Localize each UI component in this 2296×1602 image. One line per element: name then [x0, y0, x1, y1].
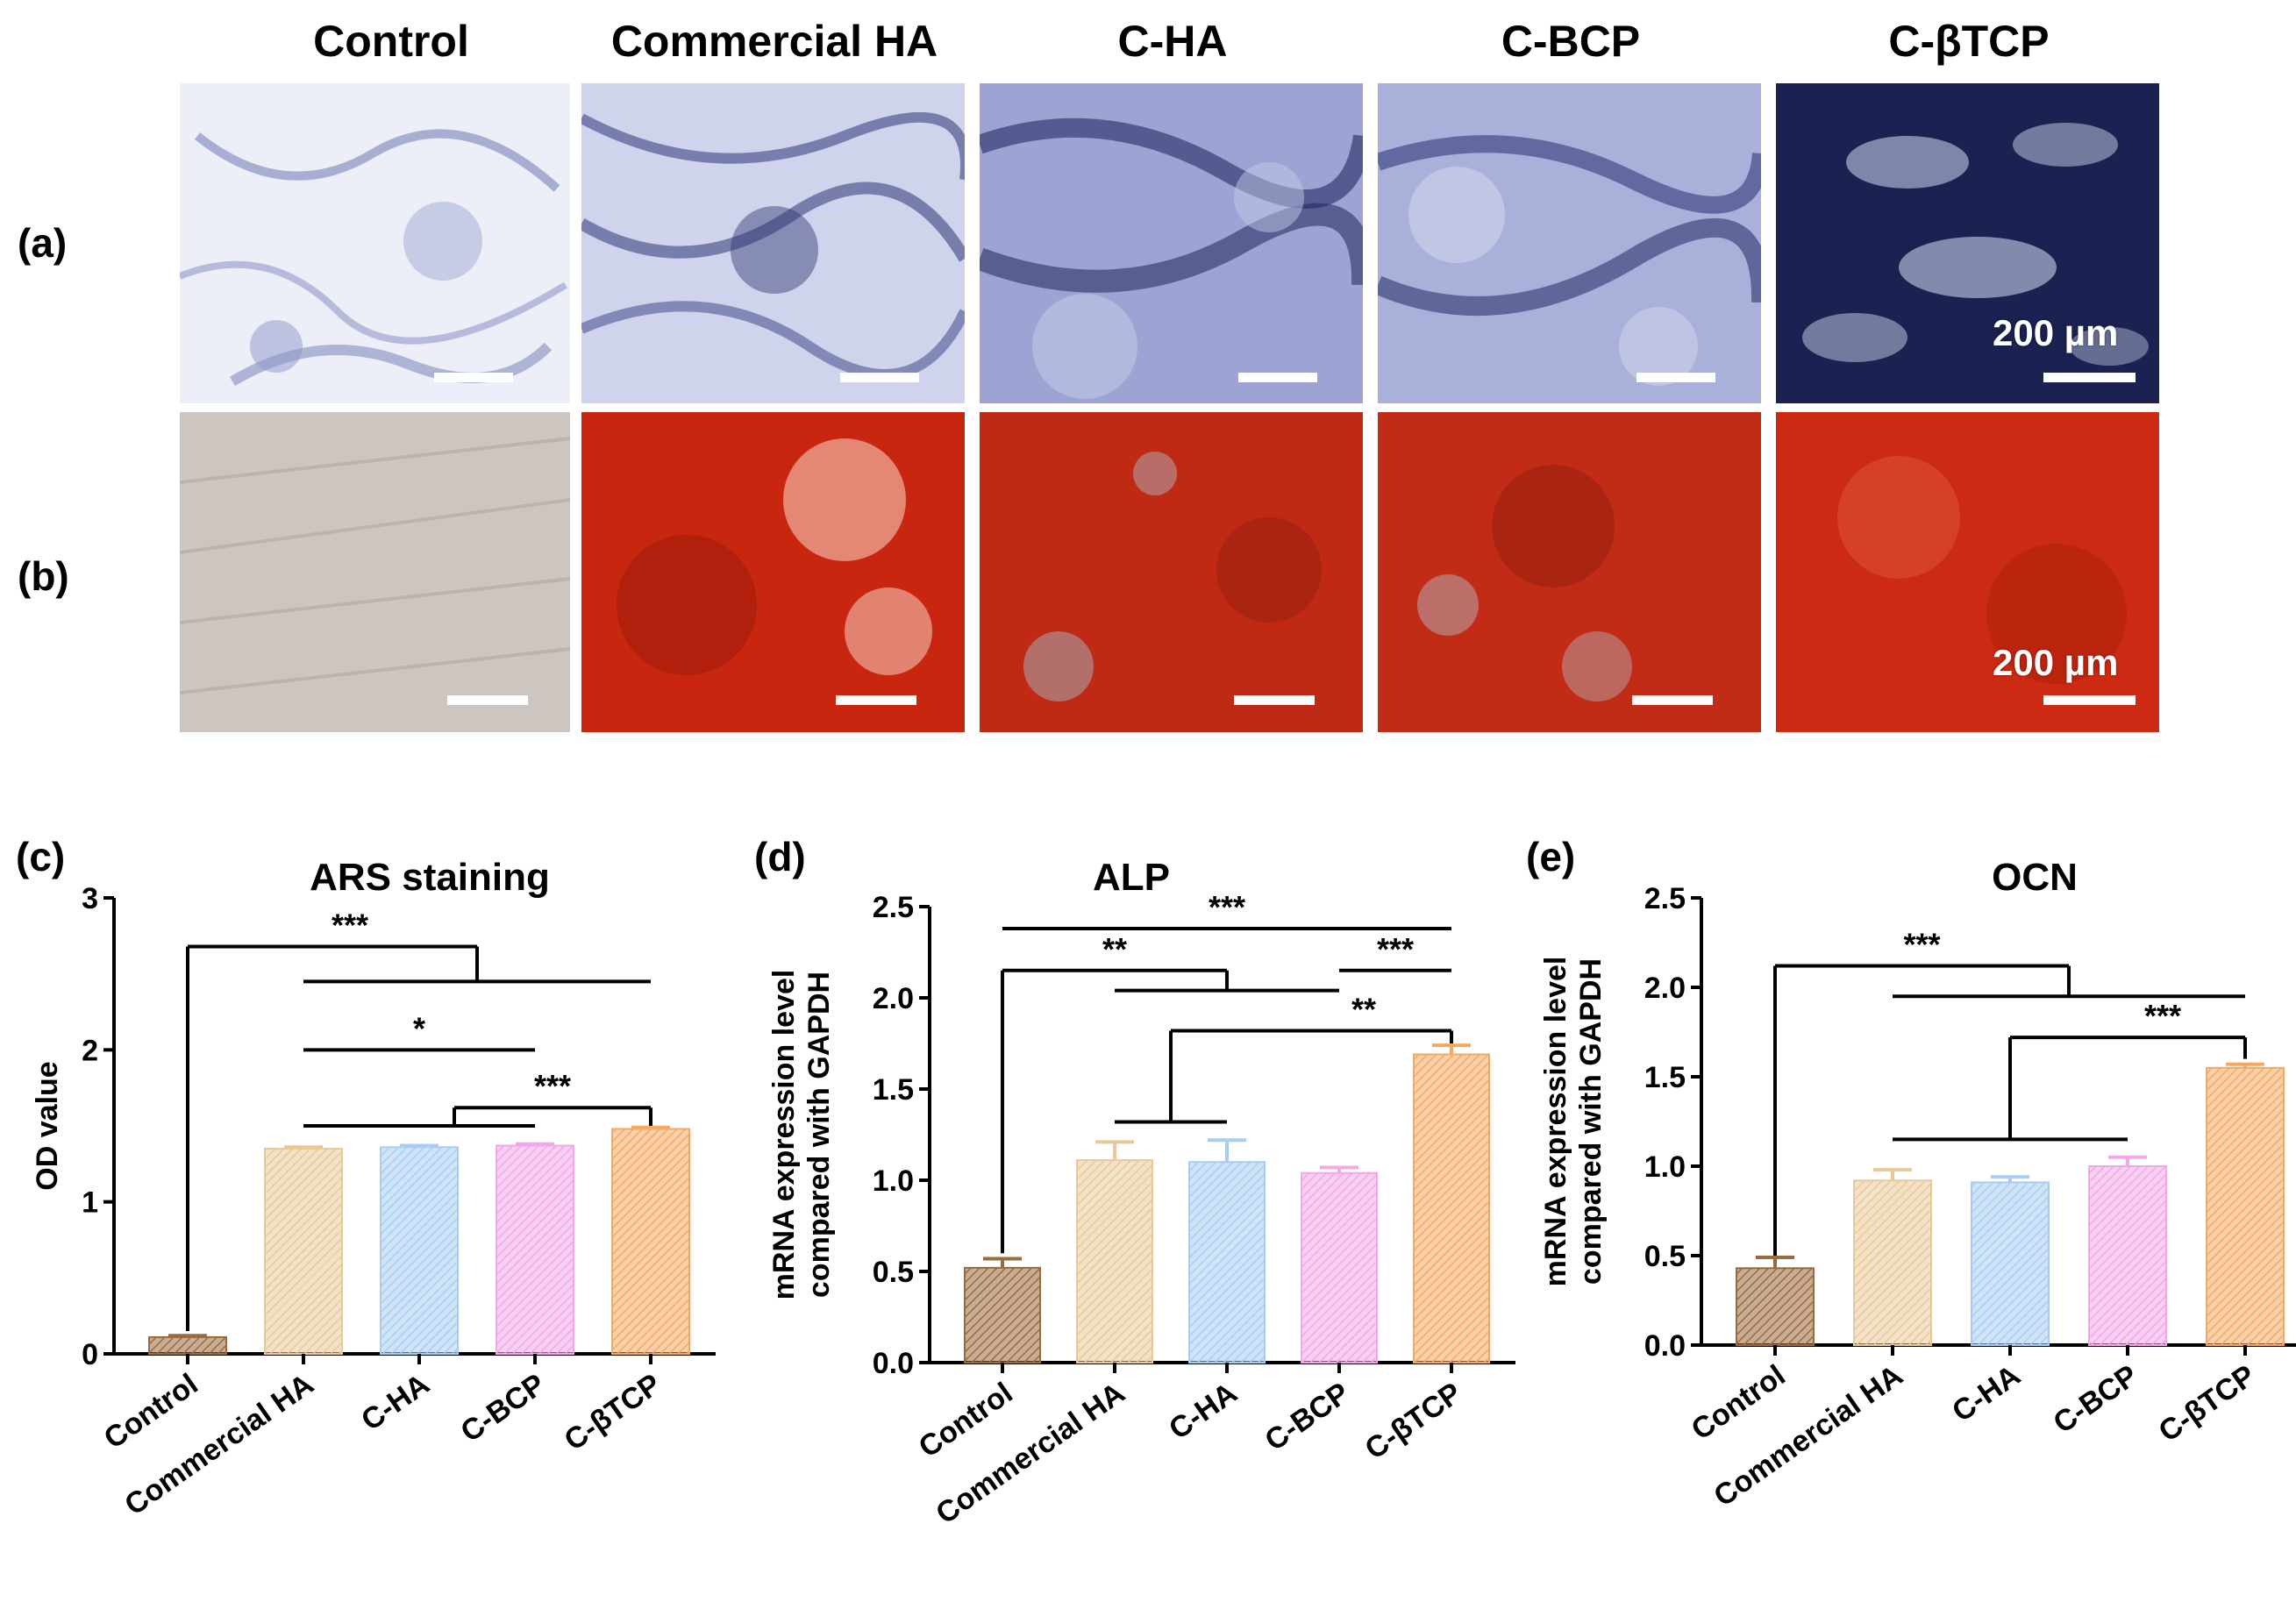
x-tick-label-c-bcp: C-BCP	[1259, 1376, 1356, 1457]
x-tick-label-c-ha: C-HA	[1946, 1358, 2026, 1428]
x-tick-label-c-ha: C-HA	[355, 1367, 435, 1437]
y-tick-label: 2.0	[873, 982, 914, 1015]
chart-title: ALP	[1093, 856, 1170, 899]
y-tick-label: 3	[82, 882, 98, 915]
y-tick-label: 1.5	[873, 1073, 914, 1107]
panel-label: (e)	[1526, 834, 1575, 879]
y-tick-label: 2.5	[873, 891, 914, 924]
panel-label: (c)	[16, 834, 65, 879]
scale-bar-label-a: 200 µm	[1993, 312, 2119, 353]
y-tick-label: 0.0	[873, 1347, 914, 1380]
y-axis-label: mRNA expression level	[767, 970, 801, 1300]
ars-micrograph-control	[180, 412, 570, 732]
bar-c-bcp	[1301, 1171, 1378, 1363]
bar-control	[964, 1266, 1041, 1364]
x-tick-label-control: Control	[1686, 1358, 1792, 1446]
x-tick-label-control: Control	[913, 1376, 1019, 1463]
bar-c-btcp	[611, 1128, 690, 1355]
significance-label: ***	[1377, 931, 1414, 967]
y-axis-label: mRNA expression level	[1539, 957, 1572, 1287]
x-tick-label-control: Control	[98, 1367, 204, 1455]
y-tick-label: 1.0	[873, 1164, 914, 1198]
bar-c-btcp	[1413, 1053, 1490, 1363]
significance-label: ***	[2144, 998, 2181, 1034]
bar-commercial-ha	[1076, 1159, 1153, 1363]
column-title-c-bcp: C-BCP	[1501, 17, 1641, 66]
x-tick-label-c-bcp: C-BCP	[2048, 1358, 2144, 1440]
y-tick-label: 1.5	[1644, 1061, 1686, 1094]
y-axis-label: compared with GAPDH	[802, 972, 836, 1298]
significance-label: ***	[1209, 889, 1245, 925]
alp-micrograph-c-ha	[980, 83, 1363, 403]
bar-c-ha	[1188, 1161, 1266, 1364]
ars-micrograph-c-btcp	[1776, 412, 2159, 732]
ars-micrograph-c-bcp	[1378, 412, 1761, 732]
x-tick-label-c-btcp: C-βTCP	[559, 1367, 667, 1457]
bar-c-bcp	[496, 1144, 574, 1355]
significance-label: ***	[332, 907, 368, 943]
chart-alp: (d) ALP 0.0 0.5 1.0 1.5 2.0 2.5 mRNA expression …	[745, 807, 1517, 1596]
chart-ocn: (e) OCN 0.0 0.5 1.0 1.5 2.0 2.5 mRNA expression …	[1517, 807, 2296, 1596]
row-label-b: (b)	[18, 553, 69, 599]
x-tick-label-c-bcp: C-BCP	[455, 1367, 552, 1449]
bar-c-btcp	[2206, 1066, 2285, 1346]
y-tick-label: 0.0	[1644, 1329, 1686, 1363]
bar-c-bcp	[2088, 1165, 2167, 1346]
x-tick-label-commercial-ha: Commercial HA	[930, 1376, 1130, 1530]
chart-ars-staining: (c) ARS staining 0 1 2 3 OD value Control Commer…	[0, 807, 745, 1596]
bar-commercial-ha	[1853, 1179, 1932, 1346]
x-tick-label-commercial-ha: Commercial HA	[118, 1367, 319, 1521]
alp-micrograph-control	[180, 83, 570, 403]
y-tick-label: 0.5	[873, 1256, 914, 1289]
y-tick-label: 2.0	[1644, 972, 1686, 1005]
alp-micrograph-c-bcp	[1378, 83, 1761, 403]
y-tick-label: 2	[82, 1034, 98, 1067]
column-title-c-ha: C-HA	[1117, 17, 1228, 66]
alp-micrograph-commercial-ha	[581, 83, 965, 403]
chart-title: ARS staining	[310, 856, 550, 899]
y-tick-label: 0	[82, 1338, 98, 1371]
y-axis-label: OD value	[31, 1061, 64, 1190]
y-tick-label: 0.5	[1644, 1240, 1686, 1273]
significance-label: **	[1351, 991, 1376, 1027]
y-tick-label: 2.5	[1644, 882, 1686, 915]
significance-label: *	[413, 1010, 425, 1046]
y-axis-label: compared with GAPDH	[1574, 958, 1608, 1285]
scale-bar-label-b: 200 µm	[1993, 642, 2119, 683]
column-title-c-btcp: C-βTCP	[1888, 17, 2050, 66]
bar-control	[148, 1335, 227, 1356]
y-tick-label: 1.0	[1644, 1150, 1686, 1184]
significance-label: **	[1102, 931, 1127, 967]
bar-c-ha	[380, 1146, 459, 1355]
column-title-commercial-ha: Commercial HA	[610, 17, 938, 66]
x-tick-label-c-ha: C-HA	[1163, 1376, 1243, 1446]
bar-c-ha	[1971, 1181, 2050, 1346]
bar-control	[1736, 1267, 1815, 1347]
y-tick-label: 1	[82, 1186, 98, 1220]
chart-title: OCN	[1992, 856, 2078, 899]
x-tick-label-c-btcp: C-βTCP	[1359, 1376, 1468, 1466]
ars-micrograph-c-ha	[980, 412, 1363, 732]
panel-label: (d)	[754, 834, 806, 879]
significance-label: ***	[534, 1068, 571, 1104]
column-title-control: Control	[313, 17, 469, 66]
x-tick-label-c-btcp: C-βTCP	[2153, 1358, 2262, 1449]
alp-micrograph-c-btcp	[1776, 83, 2159, 403]
significance-label: ***	[1903, 927, 1940, 963]
bar-commercial-ha	[264, 1148, 343, 1355]
ars-micrograph-commercial-ha	[581, 412, 965, 732]
row-label-a: (a)	[18, 220, 68, 266]
